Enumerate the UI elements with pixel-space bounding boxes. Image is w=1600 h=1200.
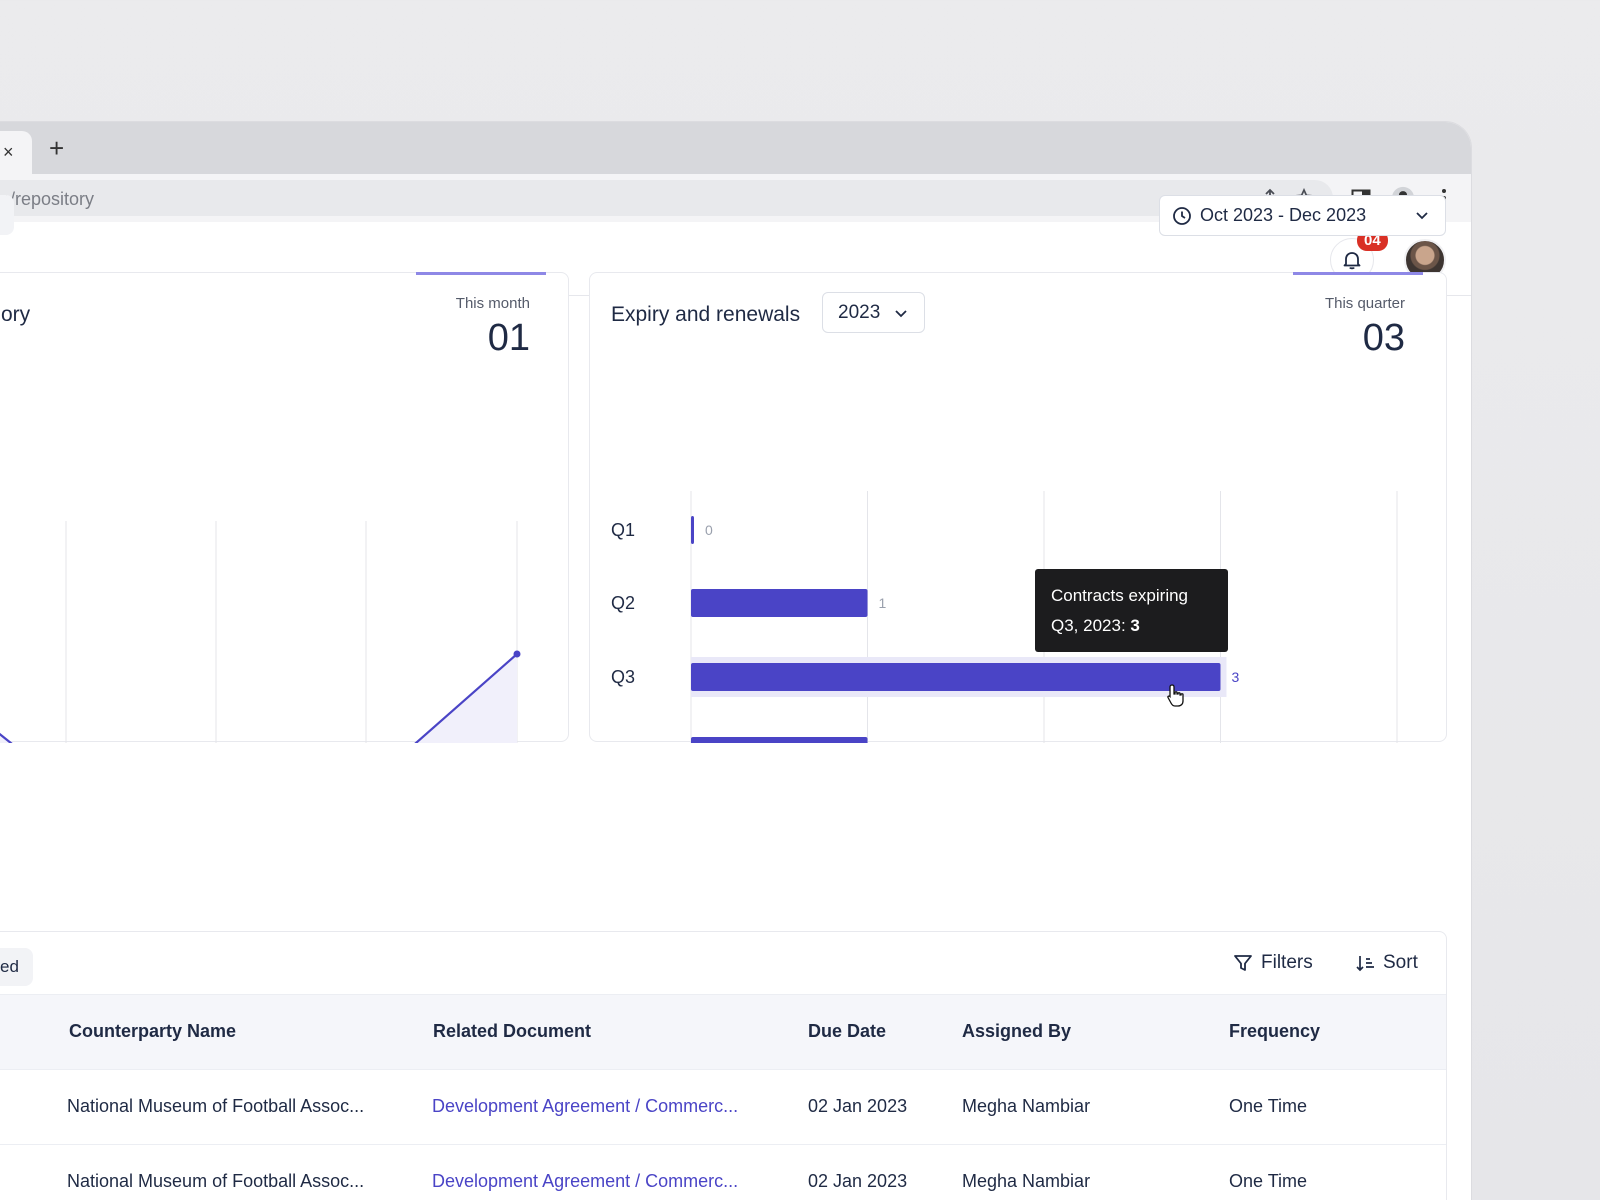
line-area-fill xyxy=(0,654,517,743)
tab-close-icon[interactable]: × xyxy=(3,142,14,162)
hand-pointer-cursor-icon xyxy=(1167,684,1184,707)
status-tab-chip[interactable]: ed xyxy=(0,948,33,986)
cell-frequency: One Time xyxy=(1229,1171,1308,1191)
expiry-renewals-card: Expiry and renewals 2023 This quarter 03… xyxy=(589,272,1447,743)
search-field-edge[interactable] xyxy=(0,195,14,235)
history-card-title: ory xyxy=(1,303,31,326)
stat-indicator-bar xyxy=(1293,272,1423,275)
sort-icon xyxy=(1356,956,1374,972)
y-category-label: Q4 xyxy=(611,741,635,743)
chart-tooltip: Contracts expiring Q3, 2023: 3 xyxy=(1035,569,1228,652)
address-bar[interactable]: o/repository xyxy=(0,180,1333,216)
stat-indicator-bar xyxy=(416,272,546,275)
sort-button[interactable]: Sort xyxy=(1355,952,1418,974)
bell-icon xyxy=(1343,252,1361,270)
history-card: ory This month 01 Jun 23Jul 23Aug 23Sep … xyxy=(0,272,569,743)
tooltip-line-2: Q3, 2023: 3 xyxy=(1051,611,1212,641)
history-line-chart: Jun 23Jul 23Aug 23Sep 23 xyxy=(0,521,521,743)
cell-due-date: 02 Jan 2023 xyxy=(808,1171,908,1191)
cell-assigned-by: Megha Nambiar xyxy=(962,1171,1091,1191)
bar xyxy=(691,589,868,617)
filters-button[interactable]: Filters xyxy=(1233,952,1313,974)
expiry-bar-chart: 01234Q10Q21Q33Q41 xyxy=(611,491,1398,743)
bar-value-label: 3 xyxy=(1232,669,1240,685)
active-tab[interactable]: × xyxy=(0,131,32,174)
tooltip-label: Q3, 2023: xyxy=(1051,616,1131,635)
column-header-frequency[interactable]: Frequency xyxy=(1229,1021,1321,1041)
cell-counterparty: National Museum of Football Assoc... xyxy=(67,1096,365,1116)
cell-frequency: One Time xyxy=(1229,1096,1308,1116)
bar xyxy=(691,737,868,743)
cell-counterparty: National Museum of Football Assoc... xyxy=(67,1171,365,1191)
obligations-table-card: ed Filters Sort Counterparty Name Relate… xyxy=(0,931,1447,1200)
date-range-picker[interactable]: Oct 2023 - Dec 2023 xyxy=(1159,195,1446,236)
new-tab-button[interactable]: + xyxy=(49,133,65,163)
history-stat-label: This month xyxy=(455,295,530,312)
date-range-label: Oct 2023 - Dec 2023 xyxy=(1200,205,1367,225)
status-tab-chip-label: ed xyxy=(0,957,19,976)
clock-icon xyxy=(1173,206,1191,225)
line-point xyxy=(513,650,521,658)
bar-value-label: 1 xyxy=(879,595,887,611)
column-header-counterparty[interactable]: Counterparty Name xyxy=(69,1021,237,1041)
url-path: /repository xyxy=(10,189,95,209)
url-text[interactable]: o/repository xyxy=(0,189,94,210)
tab-strip: × + xyxy=(0,122,1471,174)
table-row[interactable]: National Museum of Football Assoc... Dev… xyxy=(0,1145,1446,1200)
cell-related-document-link[interactable]: Development Agreement / Commerc... xyxy=(432,1096,739,1116)
column-header-assigned-by[interactable]: Assigned By xyxy=(962,1021,1072,1041)
bar-value-label: 0 xyxy=(705,522,713,538)
expiry-stat-value: 03 xyxy=(1362,317,1405,359)
filters-label: Filters xyxy=(1261,952,1313,973)
expiry-stat-label: This quarter xyxy=(1324,295,1405,312)
y-category-label: Q2 xyxy=(611,593,635,613)
chevron-down-icon xyxy=(1416,212,1428,220)
tooltip-value: 3 xyxy=(1130,616,1140,635)
column-header-due-date[interactable]: Due Date xyxy=(808,1021,887,1041)
year-select-value: 2023 xyxy=(838,301,881,323)
table-header-row: Counterparty Name Related Document Due D… xyxy=(0,994,1446,1070)
expiry-card-title: Expiry and renewals xyxy=(611,303,801,326)
cell-assigned-by: Megha Nambiar xyxy=(962,1096,1091,1116)
bar xyxy=(691,516,694,544)
year-select[interactable]: 2023 xyxy=(822,292,925,333)
table-row[interactable]: National Museum of Football Assoc... Dev… xyxy=(0,1070,1446,1145)
y-category-label: Q3 xyxy=(611,667,635,687)
cell-due-date: 02 Jan 2023 xyxy=(808,1096,908,1116)
tooltip-line-1: Contracts expiring xyxy=(1051,586,1189,605)
chevron-down-icon xyxy=(895,310,907,318)
line-series xyxy=(0,653,518,743)
y-category-label: Q1 xyxy=(611,520,635,540)
sort-label: Sort xyxy=(1383,952,1418,973)
cell-related-document-link[interactable]: Development Agreement / Commerc... xyxy=(432,1171,739,1191)
filter-icon xyxy=(1234,955,1252,971)
bar xyxy=(691,663,1221,691)
column-header-related-document[interactable]: Related Document xyxy=(433,1021,592,1041)
history-stat-value: 01 xyxy=(487,317,530,359)
